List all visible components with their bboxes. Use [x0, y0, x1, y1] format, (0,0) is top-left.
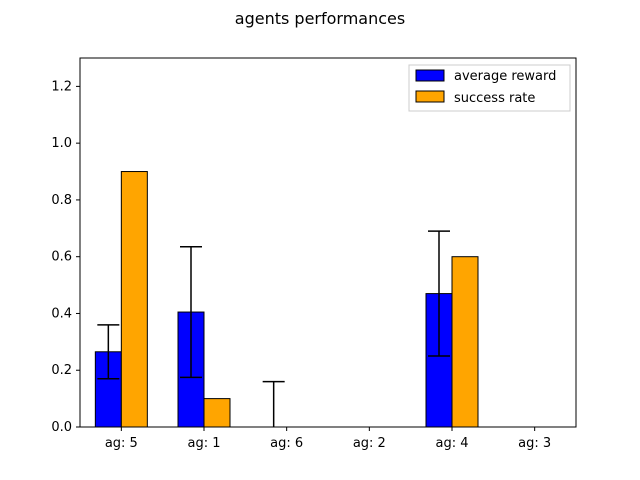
x-tick-label-5: ag: 3 [518, 436, 551, 451]
x-tick-label-1: ag: 1 [187, 436, 220, 451]
legend-label-success-rate: success rate [454, 91, 535, 106]
plot-area: 0.0 0.2 0.4 0.6 0.8 1.0 1.2 ag: 5 ag: 1 ag: 6 ag: … [51, 57, 577, 451]
axes-frame [79, 57, 577, 428]
bar-success-rate-4 [451, 256, 479, 428]
y-tick-label-6: 1.2 [51, 79, 72, 94]
legend-label-average-reward: average reward [454, 69, 556, 84]
bar-success-rate-1 [203, 398, 231, 428]
bar-success-rate-0 [120, 171, 148, 428]
y-tick-label-0: 0.0 [51, 420, 72, 435]
x-tick-label-2: ag: 6 [270, 436, 303, 451]
y-tick-label-3: 0.6 [51, 250, 72, 265]
y-tick-label-2: 0.4 [51, 306, 72, 321]
y-tick-label-5: 1.0 [51, 136, 72, 151]
y-tick-label-1: 0.2 [51, 363, 72, 378]
chart-title: agents performances [235, 9, 405, 28]
x-tick-label-0: ag: 5 [105, 436, 138, 451]
legend: average reward success rate [408, 64, 571, 112]
legend-swatch-success-rate [415, 90, 445, 103]
x-tick-label-4: ag: 4 [435, 436, 468, 451]
x-tick-label-3: ag: 2 [353, 436, 386, 451]
legend-swatch-average-reward [415, 69, 445, 82]
y-tick-label-4: 0.8 [51, 193, 72, 208]
